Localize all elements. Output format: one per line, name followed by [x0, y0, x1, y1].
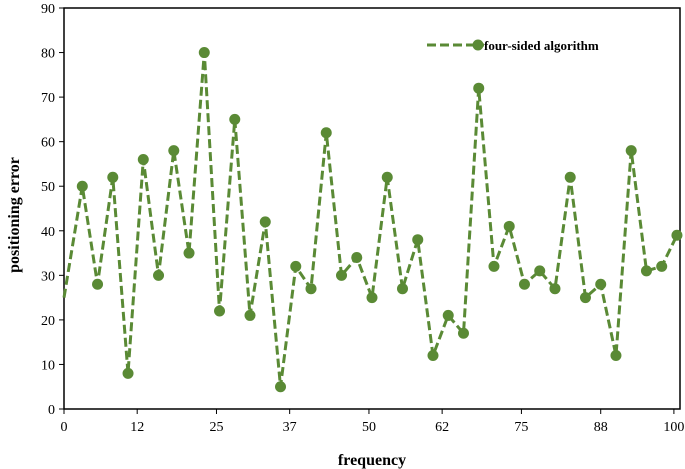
data-point: [671, 229, 683, 241]
series-layer: [62, 47, 683, 393]
data-point: [427, 350, 439, 362]
y-axis: 0 10 20 30 40 50 60 70 80 90: [41, 2, 64, 418]
data-point: [198, 47, 210, 59]
data-point: [625, 145, 637, 157]
y-tick-label: 80: [41, 47, 55, 62]
series-line: [62, 51, 679, 389]
data-point: [336, 269, 348, 281]
data-point: [549, 283, 561, 295]
data-point: [229, 113, 241, 125]
x-axis-label: frequency: [338, 452, 406, 469]
data-point: [595, 278, 607, 290]
data-point: [92, 278, 104, 290]
y-tick-label: 60: [41, 136, 55, 151]
y-tick-label: 0: [48, 403, 55, 418]
data-point: [381, 171, 393, 183]
data-point: [76, 180, 88, 192]
x-tick-label: 12: [130, 420, 144, 435]
legend-marker: [472, 39, 484, 51]
data-point: [290, 260, 302, 272]
data-point: [107, 171, 119, 183]
data-point: [366, 292, 378, 304]
data-point: [488, 260, 500, 272]
data-point: [534, 265, 546, 277]
data-point: [457, 327, 469, 339]
data-point: [259, 216, 271, 228]
data-point: [412, 234, 424, 246]
data-point: [137, 153, 149, 165]
data-point: [168, 145, 180, 157]
data-point: [473, 82, 485, 94]
data-point: [610, 350, 622, 362]
x-tick-label: 25: [209, 420, 223, 435]
y-tick-label: 30: [41, 269, 55, 284]
x-tick-label: 100: [663, 420, 684, 435]
data-point: [518, 278, 530, 290]
x-axis: 0 12 25 37 50 62 75 88 100: [61, 409, 684, 435]
data-point: [656, 260, 668, 272]
data-point: [183, 247, 195, 259]
data-point: [579, 292, 591, 304]
data-point: [305, 283, 317, 295]
data-point: [214, 305, 226, 317]
x-tick-label: 88: [594, 420, 608, 435]
data-point: [153, 269, 165, 281]
plot-frame: [63, 7, 681, 410]
data-point: [640, 265, 652, 277]
x-tick-label: 75: [514, 420, 528, 435]
data-point: [564, 171, 576, 183]
data-point: [275, 381, 287, 393]
y-tick-label: 90: [41, 2, 55, 17]
y-tick-label: 20: [41, 314, 55, 329]
data-point: [503, 220, 515, 232]
x-tick-label: 50: [362, 420, 376, 435]
y-tick-label: 50: [41, 180, 55, 195]
data-point: [396, 283, 408, 295]
legend-label: four-sided algorithm: [484, 38, 599, 53]
x-tick-label: 37: [283, 420, 297, 435]
x-tick-label: 0: [61, 420, 68, 435]
y-tick-label: 10: [41, 358, 55, 373]
data-point: [320, 127, 332, 139]
y-axis-label: positioning error: [6, 157, 23, 273]
x-tick-label: 62: [435, 420, 449, 435]
data-point: [442, 309, 454, 321]
data-point: [122, 367, 134, 379]
data-point: [351, 252, 363, 264]
y-tick-label: 70: [41, 91, 55, 106]
legend: four-sided algorithm: [427, 38, 599, 53]
y-tick-label: 40: [41, 225, 55, 240]
data-point: [244, 309, 256, 321]
